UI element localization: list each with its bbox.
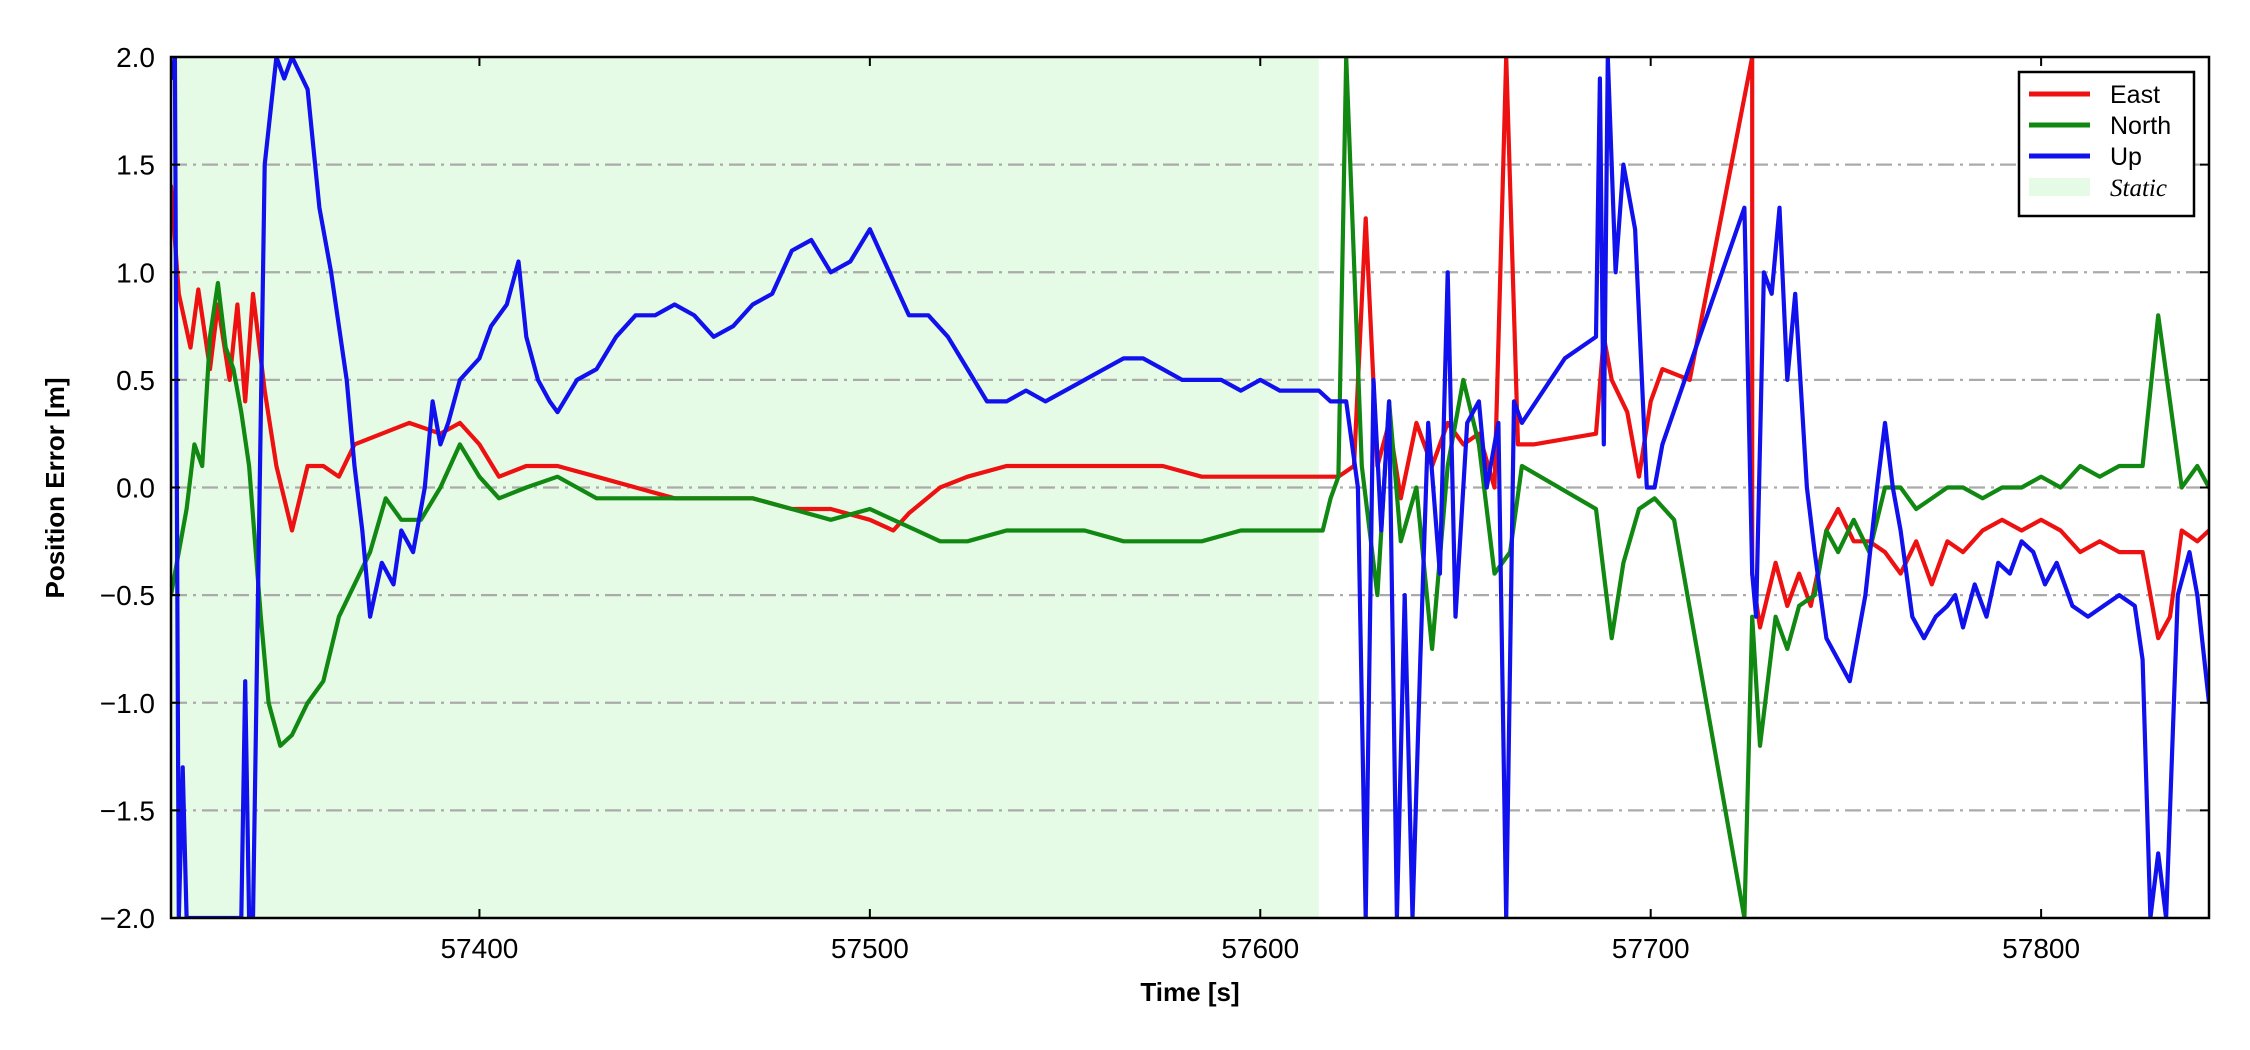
- y-tick-label: 2.0: [116, 42, 155, 73]
- legend-label-north: North: [2110, 112, 2171, 140]
- y-tick-label: 0.5: [116, 365, 155, 396]
- x-tick-label: 57800: [2002, 933, 2080, 964]
- x-tick-label: 57500: [831, 933, 909, 964]
- legend-label-up: Up: [2110, 143, 2142, 171]
- series-layer: [171, 57, 2209, 918]
- grid-layer: [171, 163, 2209, 812]
- legend: East North Up Static: [2017, 70, 2196, 218]
- y-axis-title: Position Error [m]: [40, 377, 70, 598]
- legend-swatch-static: [2029, 178, 2090, 196]
- series-line-up: [171, 57, 2209, 918]
- legend-label-east: East: [2110, 81, 2160, 109]
- y-tick-label: 1.5: [116, 150, 155, 181]
- y-tick-label: −1.5: [100, 795, 155, 826]
- y-tick-label: 1.0: [116, 257, 155, 288]
- x-axis-title: Time [s]: [1140, 977, 1239, 1007]
- series-line-north: [171, 57, 2209, 918]
- x-tick-label: 57600: [1221, 933, 1299, 964]
- series-line-east: [171, 57, 2209, 641]
- y-tick-label: −0.5: [100, 580, 155, 611]
- legend-label-static: Static: [2110, 175, 2167, 202]
- tick-layer: 57400 57500 57600 57700 57800 −2.0 −1.5 −1.0 −0.…: [100, 42, 2209, 964]
- x-tick-label: 57700: [1612, 933, 1690, 964]
- y-tick-label: −2.0: [100, 903, 155, 934]
- x-tick-label: 57400: [440, 933, 518, 964]
- y-tick-label: −1.0: [100, 688, 155, 719]
- y-tick-label: 0.0: [116, 473, 155, 504]
